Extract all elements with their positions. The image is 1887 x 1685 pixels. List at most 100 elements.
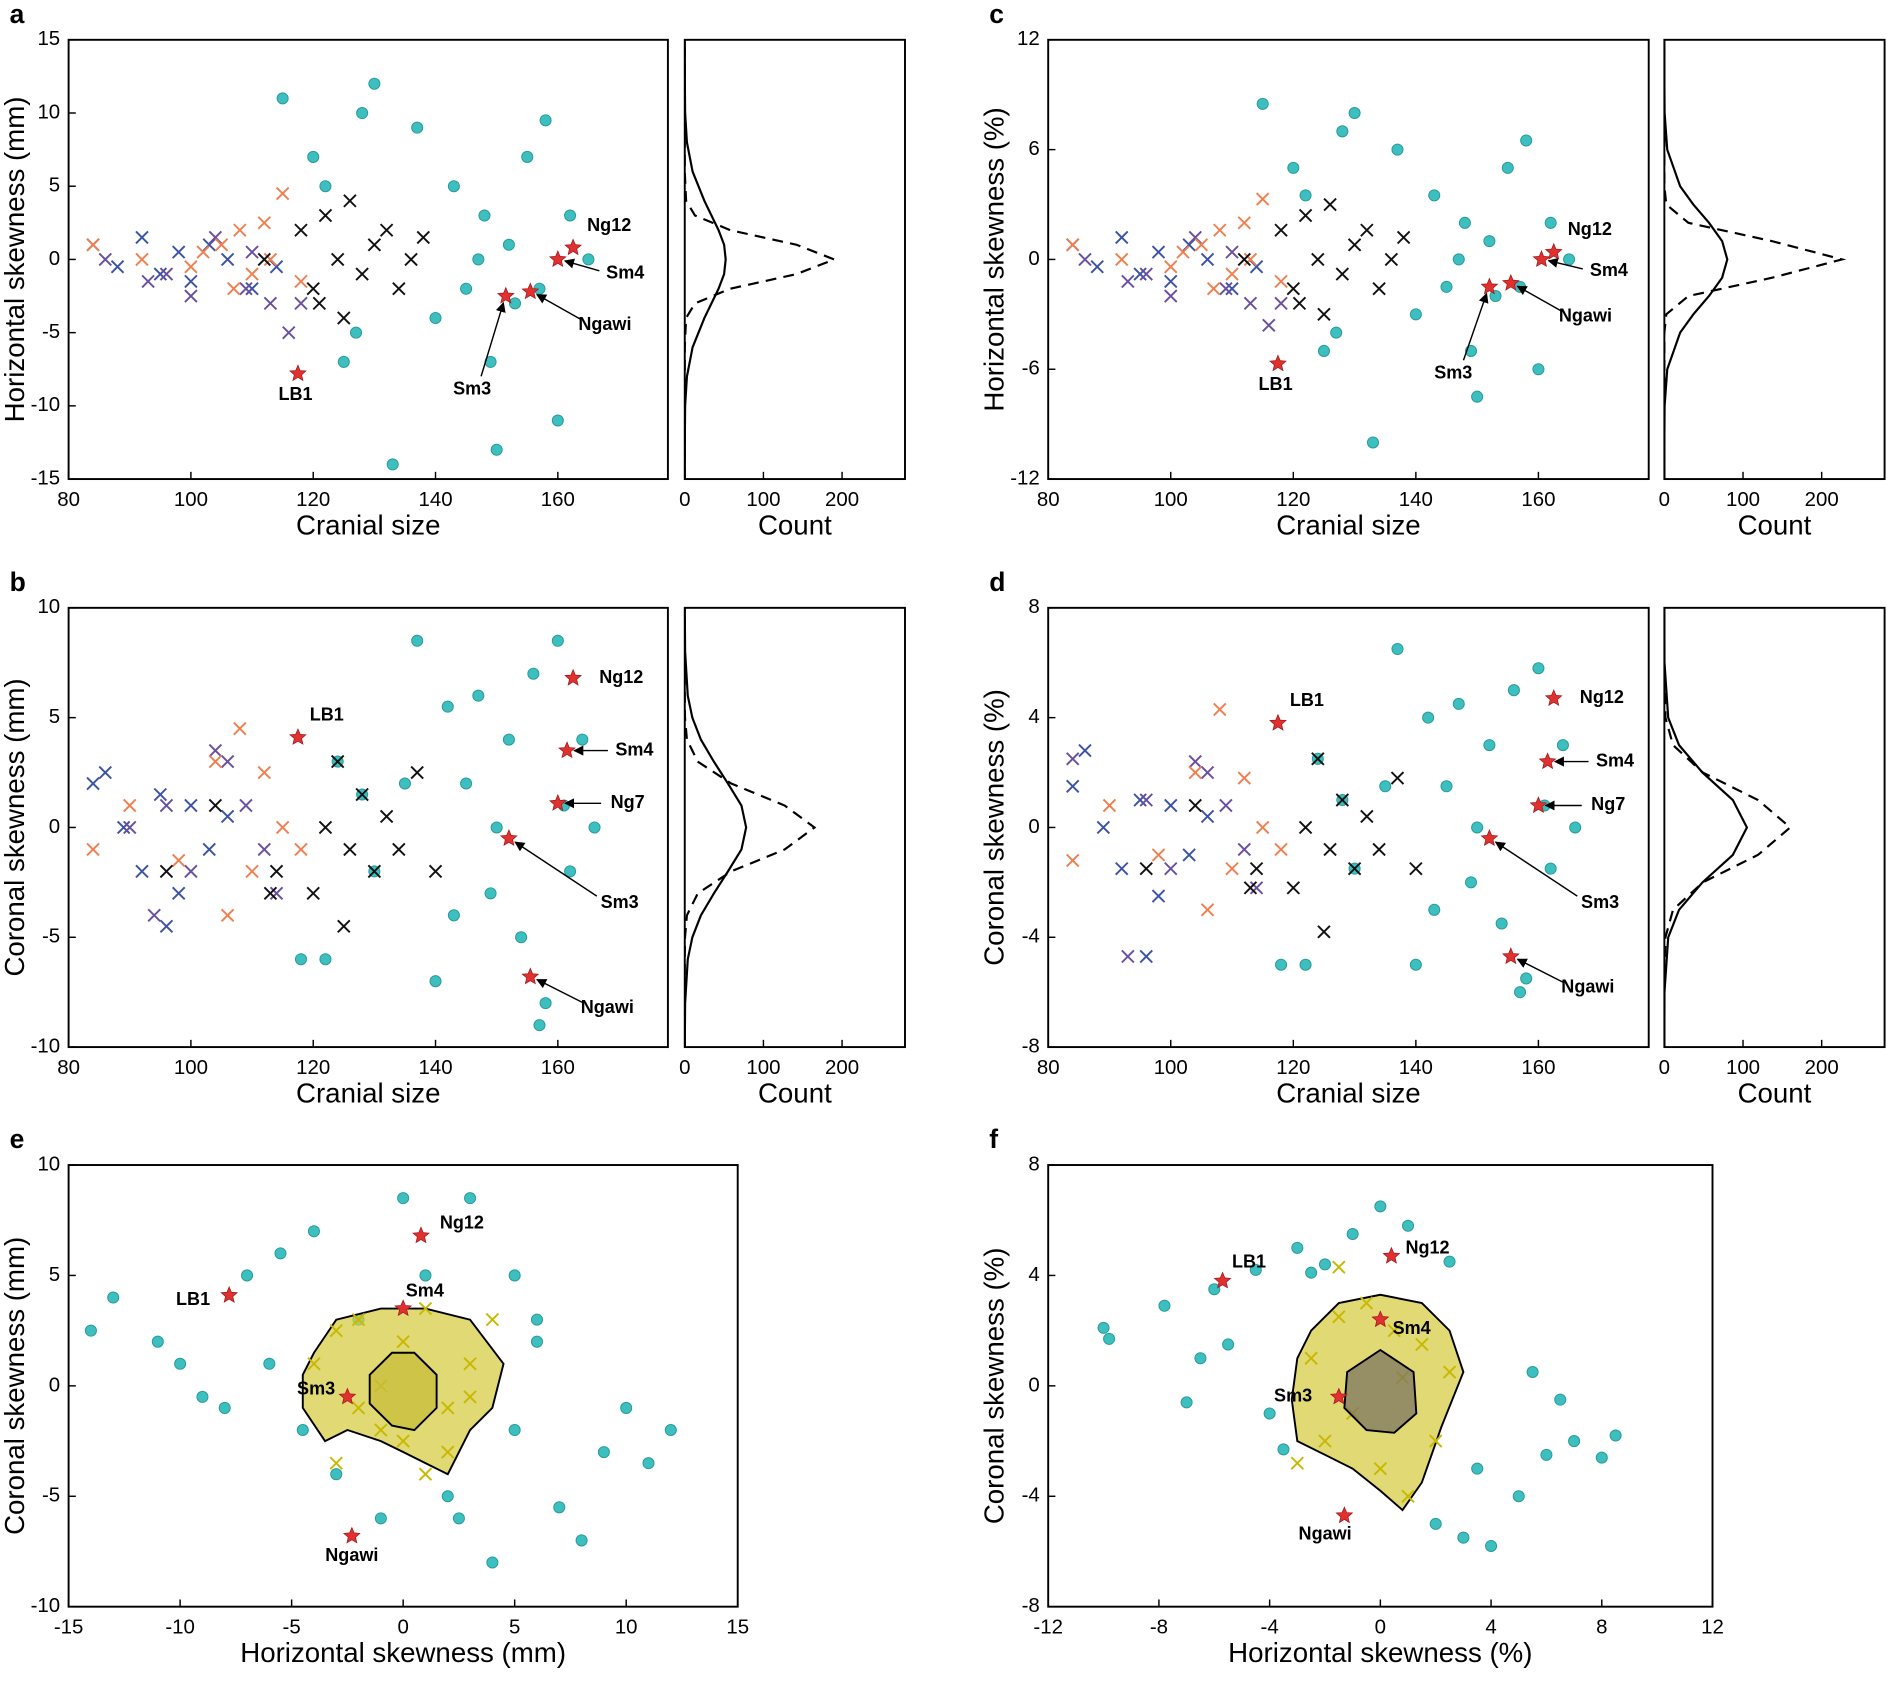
x-tick-label: 100 [174,488,208,511]
cross-point [1213,702,1227,717]
x-axis-label: Cranial size [1276,509,1420,540]
point [107,1291,120,1304]
specimen-label: LB1 [1259,374,1293,394]
x-axis-label: Count [758,1077,832,1108]
cross-point [257,216,271,230]
x-tick-label: -10 [165,1616,195,1639]
y-tick-label: -15 [31,466,61,489]
cross-point [330,252,345,267]
cross-point [1304,1351,1318,1365]
y-tick-label: -4 [1022,925,1040,948]
specimen-star [338,1387,357,1405]
cross-point [239,282,253,296]
y-axis-label: Coronal skewness (mm) [0,1237,30,1535]
y-tick-label: -10 [31,1594,61,1617]
cross-point [1442,1365,1457,1379]
cross-point [1188,765,1202,780]
point [1346,1228,1359,1241]
specimen-star [289,364,307,382]
specimen-star [496,286,515,304]
specimen-star [1269,354,1287,372]
point [1428,189,1441,202]
cross-point [196,245,210,259]
cross-point [1249,861,1264,876]
point [218,1401,231,1414]
cross-point [1243,252,1258,267]
cross-point [263,886,278,901]
cross-point [337,919,351,933]
cross-point [1332,1310,1346,1324]
cross-point [1200,252,1215,267]
cross-point [379,223,394,237]
cross-point [1139,267,1153,281]
cross-point [1139,949,1153,964]
point [368,77,381,90]
x-tick-label: 100 [1726,1056,1760,1079]
specimen-star [1382,1246,1401,1264]
specimen-label: Ng12 [1580,687,1624,707]
specimen-star [1501,947,1520,965]
specimen-star [564,238,583,256]
point [1532,363,1545,376]
x-axis-label: Horizontal skewness (%) [1228,1637,1532,1668]
cross-point [1200,903,1215,917]
point [1609,1429,1622,1442]
cross-point [98,765,112,780]
specimen-label: Ngawi [1561,977,1614,997]
cross-point [1090,260,1104,274]
cross-point [1401,1489,1415,1503]
cross-point [1151,848,1166,862]
point [1485,1539,1498,1552]
point [1277,1443,1290,1456]
y-tick-label: 6 [1028,137,1039,160]
point [1256,97,1269,110]
cross-point [330,754,345,769]
point [1507,684,1520,697]
cross-point [1237,771,1251,785]
point [1103,1332,1116,1345]
point [1471,1462,1484,1475]
cross-point [1286,282,1301,296]
cross-point [396,1434,410,1448]
cross-point [1243,296,1258,311]
cross-point [245,267,259,281]
cross-point [184,798,198,813]
cross-point [1139,861,1153,876]
y-tick-label: -10 [31,1034,61,1057]
point [1317,344,1330,357]
cross-point [294,842,308,857]
point [307,150,320,163]
specimen-label: Sm3 [297,1378,335,1398]
cross-point [396,1334,410,1349]
point [539,114,552,127]
scatter-panel: d 80 100 120 140 160 -8 -4 0 4 8 Cranial size Corona… [979,567,1650,1108]
point [484,887,497,900]
x-tick-label: 10 [615,1616,638,1639]
y-tick-label: -5 [42,925,60,948]
x-axis-label: Horizontal skewness (mm) [240,1637,566,1668]
point [642,1457,655,1470]
y-tick-label: 0 [1028,247,1039,270]
cross-point [1274,842,1288,857]
cross-point [220,754,235,769]
point [597,1446,610,1459]
specimen-star [1538,752,1557,770]
x-tick-label: 160 [541,1056,575,1079]
specimen-star [1335,1506,1354,1524]
cross-point [147,908,161,923]
density-curve-dashed [1664,39,1847,480]
specimen-label: Sm4 [1590,260,1628,280]
point [564,209,577,222]
x-tick-label: 80 [1037,488,1060,511]
specimen-label: Ng12 [599,667,643,687]
point [1568,1435,1581,1448]
point [151,1335,164,1348]
point [1158,1299,1171,1312]
specimen-label: Ngawi [578,314,631,334]
cross-point [1237,252,1251,267]
cross-point [351,1312,366,1327]
cross-point [227,282,241,296]
x-tick-label: 120 [1276,1056,1310,1079]
cross-point [463,1357,477,1371]
